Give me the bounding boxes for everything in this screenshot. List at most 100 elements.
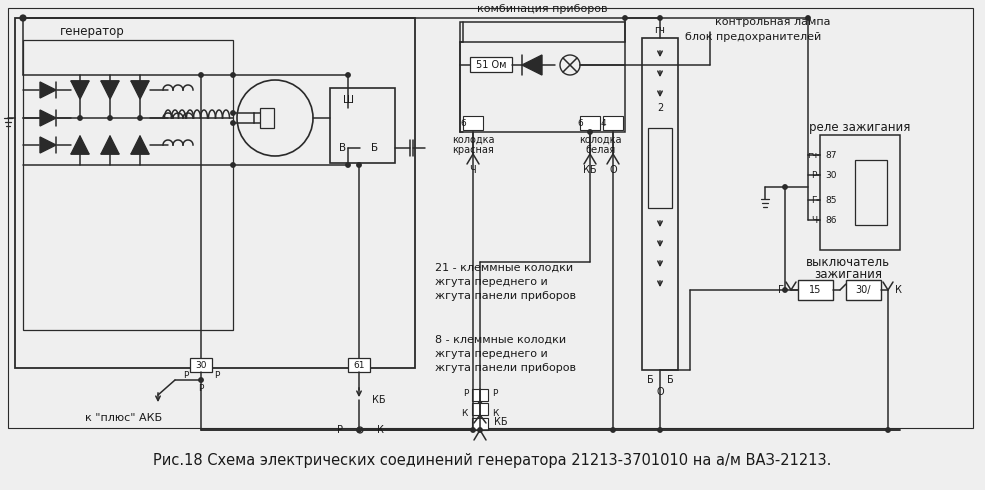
Circle shape <box>658 16 662 20</box>
Bar <box>798 280 833 300</box>
Text: КБ: КБ <box>494 417 507 427</box>
Bar <box>846 280 881 300</box>
Circle shape <box>230 163 235 167</box>
Text: 30: 30 <box>195 361 207 369</box>
Text: Ч: Ч <box>811 216 817 224</box>
Circle shape <box>886 428 890 432</box>
Bar <box>460 22 625 132</box>
Text: Ч: Ч <box>470 165 477 175</box>
Text: 87: 87 <box>825 150 836 160</box>
Text: Г: Г <box>812 196 817 204</box>
Text: колодка: колодка <box>452 135 494 145</box>
Bar <box>463 116 483 130</box>
Text: 2: 2 <box>657 103 663 113</box>
Text: 15: 15 <box>809 285 821 295</box>
Bar <box>8 8 973 428</box>
Text: белая: белая <box>585 145 615 155</box>
Circle shape <box>658 428 662 432</box>
Circle shape <box>588 130 592 134</box>
Text: колодка: колодка <box>579 135 622 145</box>
Text: Рис.18 Схема электрических соединений генератора 21213-3701010 на а/м ВАЗ-21213.: Рис.18 Схема электрических соединений ге… <box>153 452 831 467</box>
Text: зажигания: зажигания <box>814 268 882 280</box>
Text: Р: Р <box>492 389 497 397</box>
Text: Ш: Ш <box>343 95 354 105</box>
Text: 8 - клеммные колодки: 8 - клеммные колодки <box>435 335 566 345</box>
Circle shape <box>806 16 811 20</box>
Circle shape <box>230 121 235 125</box>
Text: 85: 85 <box>825 196 836 204</box>
Text: жгута панели приборов: жгута панели приборов <box>435 363 576 373</box>
Text: 30: 30 <box>825 171 836 179</box>
Text: к "плюс" АКБ: к "плюс" АКБ <box>85 413 163 423</box>
Circle shape <box>346 73 351 77</box>
Bar <box>15 18 415 368</box>
Text: Р: Р <box>463 389 468 397</box>
Text: 86: 86 <box>825 216 836 224</box>
Circle shape <box>199 378 203 382</box>
Bar <box>648 128 672 208</box>
Text: жгута переднего и: жгута переднего и <box>435 349 548 359</box>
Circle shape <box>78 116 82 120</box>
Circle shape <box>471 428 475 432</box>
Circle shape <box>611 428 616 432</box>
Text: К: К <box>895 285 902 295</box>
Bar <box>190 358 212 372</box>
Text: 4: 4 <box>600 119 606 127</box>
Text: 51 Ом: 51 Ом <box>476 60 506 70</box>
Text: Р: Р <box>198 384 204 392</box>
Polygon shape <box>101 81 119 99</box>
Text: гч: гч <box>655 25 666 35</box>
Text: К: К <box>492 409 498 417</box>
Text: Г: Г <box>778 285 784 295</box>
Circle shape <box>357 163 361 167</box>
Text: генератор: генератор <box>60 25 125 38</box>
Polygon shape <box>131 81 149 99</box>
Text: гч: гч <box>807 150 817 160</box>
Bar <box>855 160 887 225</box>
Text: КБ: КБ <box>372 395 385 405</box>
Bar <box>348 358 370 372</box>
Bar <box>820 135 900 250</box>
Circle shape <box>20 15 26 21</box>
Polygon shape <box>522 55 542 75</box>
Circle shape <box>199 73 203 77</box>
Text: красная: красная <box>452 145 493 155</box>
Polygon shape <box>131 136 149 154</box>
Text: 6: 6 <box>460 119 466 127</box>
Circle shape <box>230 111 235 115</box>
Circle shape <box>783 288 787 292</box>
Text: комбинация приборов: комбинация приборов <box>478 4 608 14</box>
Circle shape <box>138 116 142 120</box>
Bar <box>580 116 600 130</box>
Circle shape <box>346 163 351 167</box>
Text: Б: Б <box>667 375 674 385</box>
Circle shape <box>230 73 235 77</box>
Circle shape <box>357 428 361 432</box>
Circle shape <box>623 16 627 20</box>
Text: В: В <box>340 143 347 153</box>
Circle shape <box>107 116 112 120</box>
Bar <box>642 38 678 370</box>
Text: Р: Р <box>182 370 188 379</box>
Polygon shape <box>71 136 89 154</box>
Polygon shape <box>71 81 89 99</box>
Text: контрольная лампа: контрольная лампа <box>715 17 830 27</box>
Text: 6: 6 <box>577 119 583 127</box>
Bar <box>472 389 488 401</box>
Polygon shape <box>101 136 119 154</box>
Text: 30/: 30/ <box>855 285 871 295</box>
Bar <box>330 88 395 163</box>
Text: О: О <box>609 165 617 175</box>
Text: жгута панели приборов: жгута панели приборов <box>435 291 576 301</box>
Text: Б: Б <box>646 375 653 385</box>
Text: Р: Р <box>214 370 220 379</box>
Bar <box>472 403 488 415</box>
Bar <box>260 108 274 128</box>
Text: О: О <box>656 387 664 397</box>
Text: 21 - клеммные колодки: 21 - клеммные колодки <box>435 263 573 273</box>
Circle shape <box>21 16 26 20</box>
Polygon shape <box>40 137 56 153</box>
Circle shape <box>783 185 787 189</box>
Bar <box>23 40 233 330</box>
Bar <box>470 57 512 72</box>
